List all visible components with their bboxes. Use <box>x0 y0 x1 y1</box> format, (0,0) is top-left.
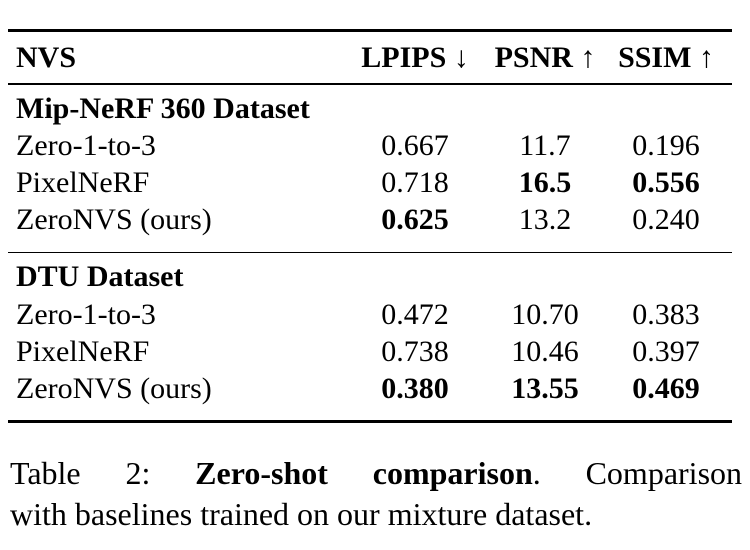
section-title-row: Mip-NeRF 360 Dataset <box>8 90 732 128</box>
column-label: LPIPS <box>361 40 447 74</box>
cell-psnr: 13.2 <box>518 203 572 236</box>
table-row: Zero-1-to-3 0.472 10.70 0.383 <box>8 296 732 333</box>
table-row: ZeroNVS (ours) 0.625 13.2 0.240 <box>8 202 732 239</box>
method-name: PixelNeRF <box>16 166 150 199</box>
cell-lpips: 0.667 <box>381 129 449 162</box>
up-arrow-icon: ↑ <box>580 40 596 74</box>
paper-table-figure: NVS LPIPS ↓ PSNR ↑ SSIM ↑ Mip-NeRF 360 D… <box>0 29 750 550</box>
cell-lpips: 0.738 <box>381 334 449 368</box>
method-name: ZeroNVS (ours) <box>16 371 212 405</box>
cell-ssim: 0.196 <box>632 129 700 162</box>
column-label: PSNR <box>494 40 573 74</box>
column-header-ssim: SSIM ↑ <box>600 40 732 74</box>
cell-psnr: 11.7 <box>519 129 571 162</box>
table-row: ZeroNVS (ours) 0.380 13.55 0.469 <box>8 370 732 407</box>
cell-lpips: 0.718 <box>381 166 449 199</box>
cell-ssim: 0.397 <box>632 334 700 368</box>
cell-lpips-best: 0.625 <box>381 203 449 236</box>
section-title-row: DTU Dataset <box>8 258 732 296</box>
table-row: PixelNeRF 0.718 16.5 0.556 <box>8 165 732 202</box>
cell-ssim-best: 0.469 <box>632 371 700 405</box>
table-bottom-rule <box>8 420 732 423</box>
section-divider-rule <box>8 251 732 253</box>
cell-psnr-best: 13.55 <box>511 371 579 405</box>
caption-prefix: Table 2: <box>10 455 196 491</box>
caption-line-2: with baselines trained on our mixture da… <box>10 496 593 532</box>
column-label: NVS <box>16 40 77 74</box>
section-mipnerf360: Mip-NeRF 360 Dataset Zero-1-to-3 0.667 1… <box>8 85 732 252</box>
table-top-rule <box>8 29 732 32</box>
cell-lpips-best: 0.380 <box>381 371 449 405</box>
method-name: Zero-1-to-3 <box>16 297 156 331</box>
cell-psnr-best: 16.5 <box>518 166 572 199</box>
section-title: Mip-NeRF 360 Dataset <box>16 91 310 125</box>
caption-line-1: Table 2: Zero-shot comparison. Compariso… <box>10 453 742 494</box>
table-caption: Table 2: Zero-shot comparison. Compariso… <box>10 453 742 535</box>
caption-bold-title: Zero-shot comparison <box>195 455 533 491</box>
column-header-nvs: NVS <box>8 40 340 74</box>
method-name: Zero-1-to-3 <box>16 129 156 162</box>
cell-psnr: 10.46 <box>511 334 579 368</box>
cell-lpips: 0.472 <box>381 297 449 331</box>
method-name: PixelNeRF <box>16 334 150 368</box>
caption-text: . Comparison <box>532 455 743 491</box>
cell-ssim: 0.240 <box>632 203 700 236</box>
table-row: PixelNeRF 0.738 10.46 0.397 <box>8 333 732 370</box>
section-dtu: DTU Dataset Zero-1-to-3 0.472 10.70 0.38… <box>8 253 732 420</box>
header-divider-rule <box>8 83 732 85</box>
cell-psnr: 10.70 <box>511 297 579 331</box>
cell-ssim: 0.383 <box>632 297 700 331</box>
column-header-lpips: LPIPS ↓ <box>340 40 490 74</box>
column-label: SSIM <box>618 40 692 74</box>
up-arrow-icon: ↑ <box>698 40 714 74</box>
cell-ssim-best: 0.556 <box>632 166 700 199</box>
section-title: DTU Dataset <box>16 260 184 293</box>
table-header-row: NVS LPIPS ↓ PSNR ↑ SSIM ↑ <box>8 32 732 83</box>
results-table: NVS LPIPS ↓ PSNR ↑ SSIM ↑ Mip-NeRF 360 D… <box>8 29 732 423</box>
method-name: ZeroNVS (ours) <box>16 203 212 236</box>
column-header-psnr: PSNR ↑ <box>490 40 600 74</box>
table-row: Zero-1-to-3 0.667 11.7 0.196 <box>8 128 732 165</box>
down-arrow-icon: ↓ <box>453 40 469 74</box>
